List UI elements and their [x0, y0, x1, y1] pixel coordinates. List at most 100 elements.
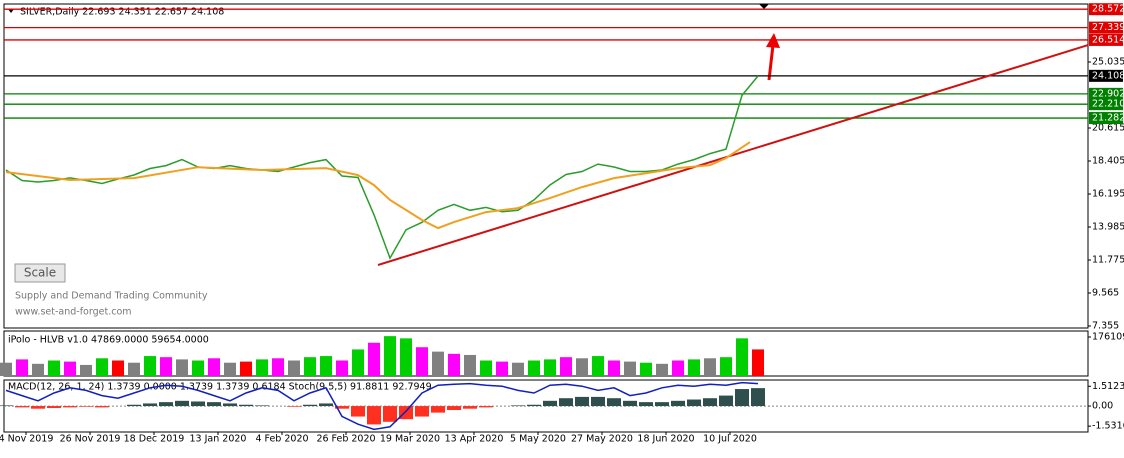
level-label-box — [1089, 98, 1123, 111]
macd-bar — [191, 401, 205, 407]
macd-bar — [399, 406, 413, 420]
x-tick-label: 18 Dec 2019 — [124, 434, 185, 445]
volume-bar — [688, 359, 700, 376]
volume-bar — [416, 347, 428, 376]
volume-bar — [576, 358, 588, 376]
macd-bar — [127, 404, 141, 407]
menu-arrow — [8, 9, 14, 13]
x-tick-label: 4 Nov 2019 — [0, 434, 53, 445]
volume-bar — [512, 362, 524, 376]
volume-bar — [80, 364, 92, 376]
y-tick-label: -1.5316 — [1092, 421, 1124, 432]
x-tick-label: 13 Apr 2020 — [445, 434, 504, 445]
x-tick-label: 19 Mar 2020 — [380, 434, 440, 445]
volume-bar — [528, 360, 540, 376]
volume-bar — [16, 359, 28, 376]
y-tick-label: 0.00 — [1092, 401, 1113, 412]
volume-bar — [672, 360, 684, 376]
level-label: 24.108 — [1092, 70, 1124, 81]
volume-bar — [224, 362, 236, 376]
x-tick-label: 26 Feb 2020 — [316, 434, 375, 445]
level-label: 27.339 — [1092, 22, 1124, 33]
macd-bar — [0, 405, 13, 407]
volume-bar — [96, 358, 108, 376]
volume-bar — [144, 356, 156, 376]
macd-bar — [255, 405, 269, 407]
macd-bar — [47, 406, 61, 409]
volume-bar — [48, 360, 60, 376]
level-label-box — [1089, 33, 1123, 46]
y-tick-label: 9.565 — [1092, 287, 1119, 298]
macd-bar — [79, 406, 93, 407]
level-label: 22.210 — [1092, 99, 1124, 110]
level-label: 22.902 — [1092, 88, 1124, 99]
volume-bar — [160, 357, 172, 376]
level-label-box — [1089, 21, 1123, 34]
volume-bar — [704, 358, 716, 376]
volume-bar — [352, 349, 364, 376]
macd-bar — [367, 406, 381, 425]
volume-bar — [720, 357, 732, 376]
macd-bar — [239, 404, 253, 407]
macd-bar — [335, 406, 349, 409]
arrow-shaft — [767, 44, 775, 81]
level-label-box — [1089, 69, 1123, 82]
macd-bar — [463, 406, 477, 409]
volume-bar — [544, 359, 556, 376]
watermark: Supply and Demand Trading Community — [15, 291, 208, 302]
volume-bar — [448, 353, 460, 376]
volume-bar — [560, 357, 572, 376]
macd-bar — [719, 395, 733, 407]
macd-bar — [527, 404, 541, 407]
symbol-header: SILVER,Daily 22.693 24.351 22.657 24.108 — [20, 7, 224, 18]
macd-bar — [591, 396, 605, 407]
volume-bar — [592, 356, 604, 376]
macd-bar — [559, 398, 573, 407]
volume-bar — [336, 360, 348, 376]
volume-bar — [192, 360, 204, 376]
volume-bar — [368, 342, 380, 376]
x-tick-label: 26 Nov 2019 — [60, 434, 121, 445]
macd-bar — [687, 399, 701, 407]
macd-bar — [607, 398, 621, 407]
macd-bar — [431, 406, 445, 413]
macd-bar — [447, 406, 461, 410]
macd-bar — [639, 402, 653, 407]
scale-button-label[interactable]: Scale — [24, 266, 56, 280]
macd-bar — [415, 406, 429, 417]
x-tick-label: 5 May 2020 — [510, 434, 566, 445]
level-label-box — [1089, 112, 1123, 125]
stoch-line — [5, 381, 759, 431]
volume-bar — [384, 336, 396, 376]
macd-bar — [143, 403, 157, 407]
volume-bar — [256, 359, 268, 376]
x-tick-label: 10 Jul 2020 — [703, 434, 757, 445]
volume-bar — [736, 338, 748, 376]
volume-bar — [64, 361, 76, 376]
macd-bar — [655, 402, 669, 407]
macd-bar — [703, 398, 717, 407]
x-tick-label: 27 May 2020 — [571, 434, 633, 445]
volume-bar — [128, 362, 140, 376]
y-tick-label: 1.5123 — [1092, 381, 1124, 392]
volume-bar — [624, 361, 636, 376]
macd-bar — [575, 396, 589, 407]
macd-bar — [31, 406, 45, 409]
volume-bar — [640, 362, 652, 376]
y-tick-label: 176109 — [1092, 331, 1124, 342]
y-tick-label: 25.035 — [1092, 57, 1124, 68]
volume-bar — [208, 358, 220, 376]
level-label-box — [1089, 3, 1123, 16]
y-tick-label: 16.195 — [1092, 188, 1124, 199]
shift-marker — [759, 4, 769, 9]
series-line — [5, 75, 759, 260]
scale-button[interactable] — [14, 263, 66, 283]
macd-bar — [671, 400, 685, 407]
volume-bar — [480, 360, 492, 376]
macd-bar — [319, 403, 333, 407]
level-label: 28.572 — [1092, 4, 1124, 15]
macd-bar — [735, 389, 749, 407]
volume-bar — [240, 361, 252, 376]
